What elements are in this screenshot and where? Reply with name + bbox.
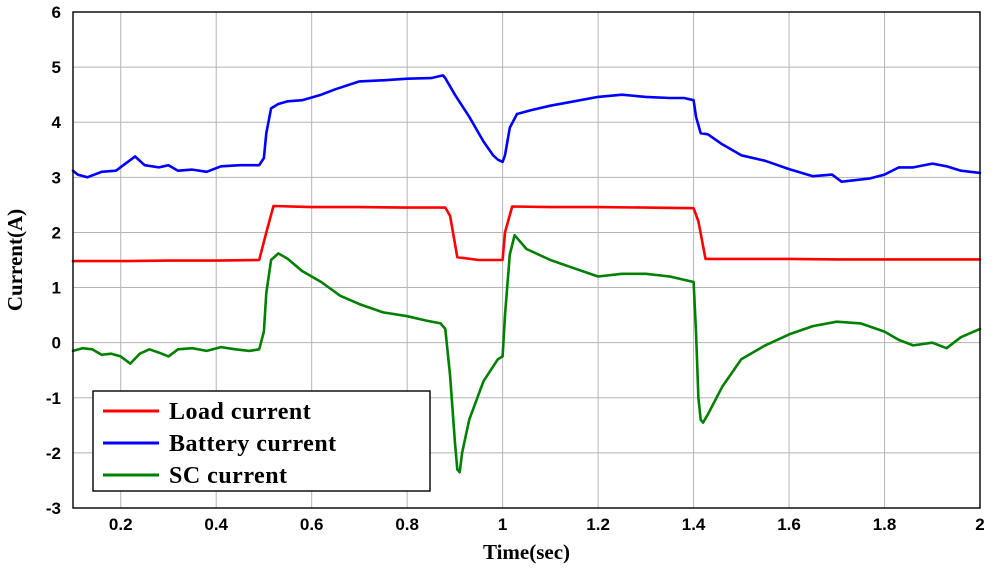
- y-tick-label: 6: [52, 3, 61, 22]
- y-tick-label: 1: [52, 279, 61, 298]
- legend-label: Load current: [169, 399, 311, 425]
- legend-items: Load current Battery current SC current: [103, 399, 337, 489]
- y-tick-label: -2: [46, 444, 61, 463]
- x-tick-label: 0.8: [395, 515, 419, 534]
- y-tick-label: -3: [46, 499, 61, 518]
- y-tick-label: 3: [52, 168, 61, 187]
- x-tick-label: 0.4: [204, 515, 228, 534]
- x-axis-ticks: 0.2 0.4 0.6 0.8 1 1.2 1.4 1.6 1.8 2: [109, 515, 985, 534]
- x-tick-label: 2: [975, 515, 984, 534]
- x-tick-label: 1.4: [682, 515, 706, 534]
- series-line-sc-current: [71, 233, 982, 474]
- y-tick-label: 0: [52, 334, 61, 353]
- x-axis-label: Time(sec): [483, 540, 570, 564]
- y-axis-label: Current(A): [3, 209, 27, 311]
- series-line-battery-current: [71, 74, 982, 183]
- x-tick-label: 1.8: [873, 515, 897, 534]
- legend: Load current Battery current SC current: [92, 390, 431, 492]
- y-tick-label: 5: [52, 58, 61, 77]
- y-tick-label: 4: [52, 113, 62, 132]
- legend-label: SC current: [169, 463, 288, 489]
- y-tick-label: -1: [46, 389, 61, 408]
- plot-area-frame: [72, 11, 981, 509]
- y-axis-ticks: -3 -2 -1 0 1 2 3 4 5 6: [46, 3, 62, 518]
- legend-label: Battery current: [169, 431, 337, 457]
- x-tick-label: 1: [498, 515, 507, 534]
- x-tick-label: 0.6: [300, 515, 324, 534]
- y-tick-label: 2: [52, 223, 61, 242]
- series-layer: [71, 74, 982, 474]
- x-tick-label: 1.6: [777, 515, 801, 534]
- series-line-load-current: [71, 204, 982, 263]
- x-tick-label: 0.2: [109, 515, 133, 534]
- x-tick-label: 1.2: [586, 515, 610, 534]
